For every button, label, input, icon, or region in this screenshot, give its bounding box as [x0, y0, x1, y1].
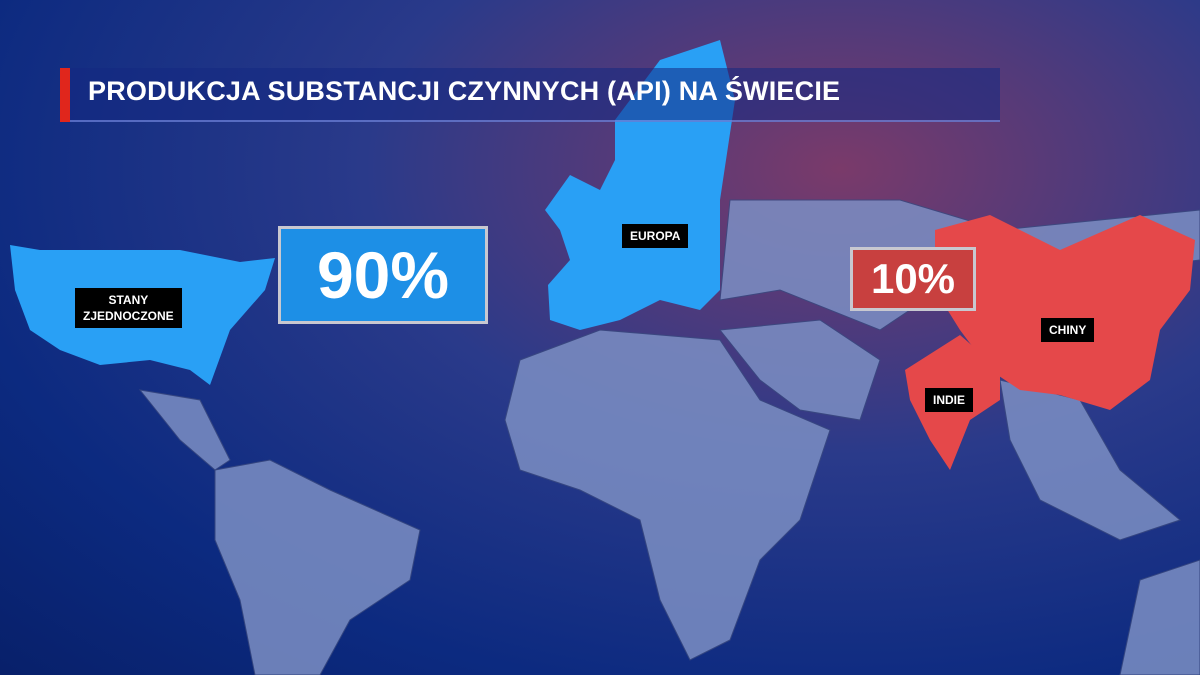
china-region: [935, 215, 1195, 410]
label-europe: EUROPA: [622, 224, 689, 248]
australia: [1119, 559, 1200, 675]
label-usa-line1: STANY: [108, 293, 149, 307]
title-accent: [60, 68, 70, 122]
middle-east: [719, 319, 881, 421]
title-bar: PRODUKCJA SUBSTANCJI CZYNNYCH (API) NA Ś…: [60, 68, 1000, 122]
label-usa: STANY ZJEDNOCZONE: [75, 288, 182, 328]
africa: [504, 329, 831, 661]
page-title: PRODUKCJA SUBSTANCJI CZYNNYCH (API) NA Ś…: [88, 76, 841, 106]
share-blue-badge: 90%: [278, 226, 488, 324]
central-america: [138, 389, 231, 471]
southeast-asia: [999, 379, 1182, 541]
share-red-badge: 10%: [850, 247, 976, 311]
south-america: [214, 459, 421, 675]
label-china: CHINY: [1041, 318, 1095, 342]
label-india: INDIE: [925, 388, 974, 412]
label-usa-line2: ZJEDNOCZONE: [83, 309, 174, 323]
